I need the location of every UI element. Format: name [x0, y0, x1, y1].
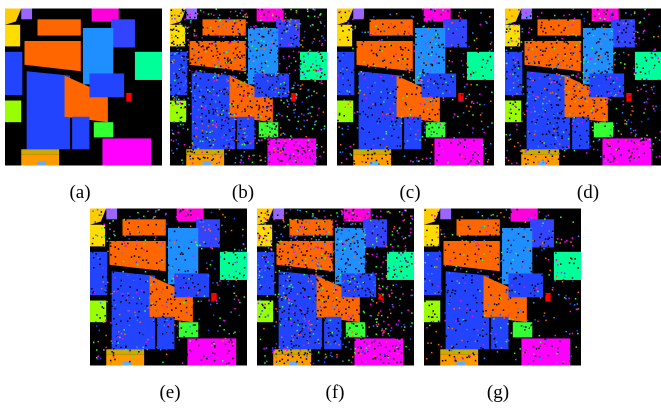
map-image: [257, 208, 414, 366]
map-image: [424, 208, 581, 366]
panel-label: (c): [399, 182, 420, 204]
figure: (a) (b) (c) (d) (e) (f) (g): [0, 0, 661, 410]
panel-label: (a): [69, 182, 90, 204]
panel-label: (g): [487, 382, 509, 404]
panel-label: (e): [159, 382, 180, 404]
map-image: [505, 8, 661, 166]
map-image: [337, 8, 494, 166]
panel-label: (b): [232, 182, 254, 204]
map-image: [170, 8, 327, 166]
panel-label: (d): [577, 182, 599, 204]
map-image: [90, 208, 247, 366]
map-image: [5, 8, 162, 166]
panel-label: (f): [326, 382, 345, 404]
